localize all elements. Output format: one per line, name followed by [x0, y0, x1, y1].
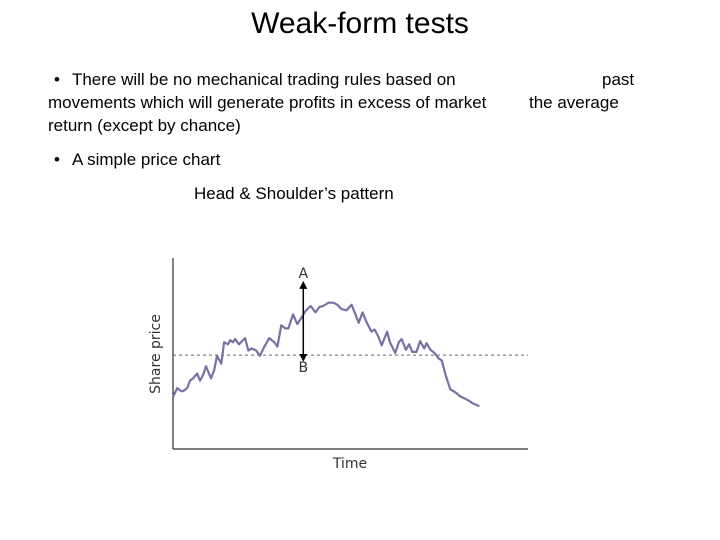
- y-axis-label: Share price: [148, 314, 164, 394]
- x-axis-label: Time: [332, 456, 367, 472]
- side-word-past: past: [602, 70, 635, 89]
- bullet-marker: •: [54, 150, 60, 169]
- annotation-b: B: [298, 360, 308, 376]
- chart-caption: Head & Shoulder’s pattern: [194, 184, 394, 203]
- bullet-price-chart: • A simple price chart: [48, 148, 220, 171]
- side-text-fragment: past the average: [510, 68, 660, 114]
- bullet-no-mechanical-rules: • There will be no mechanical trading rul…: [48, 68, 508, 137]
- bullet-text: A simple price chart: [71, 150, 221, 169]
- page-title: Weak-form tests: [251, 7, 469, 40]
- bullet-text: There will be no mechanical trading rule…: [48, 70, 487, 135]
- annotation-a: A: [298, 266, 308, 282]
- side-word-average: the average: [529, 93, 619, 112]
- bullet-marker: •: [54, 70, 60, 89]
- price-series-line: [172, 301, 480, 408]
